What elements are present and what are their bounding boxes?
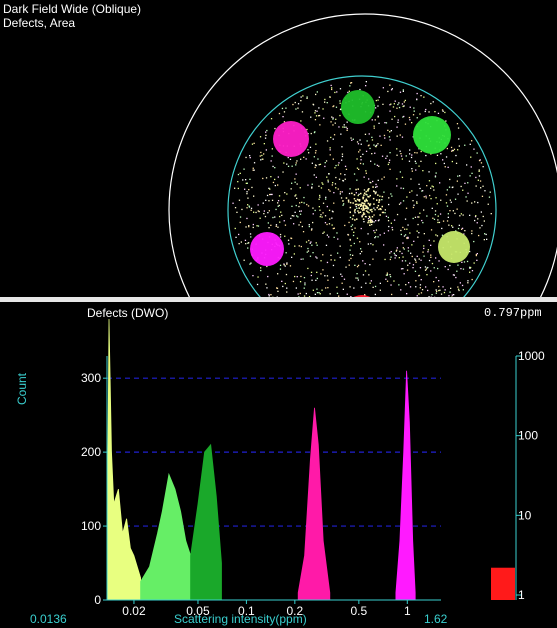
spot-red[interactable] xyxy=(344,295,380,297)
histogram-series-4 xyxy=(297,407,331,601)
y-tick-label: 300 xyxy=(81,371,101,385)
histogram-gridlines xyxy=(107,377,441,527)
wafer-title-line2: Defects, Area xyxy=(3,16,76,30)
value-readout: 0.797ppm xyxy=(484,306,542,320)
defect-spots xyxy=(250,90,470,297)
x-tick-label: 1 xyxy=(404,604,411,618)
spot-magenta-left[interactable] xyxy=(250,232,284,266)
y-tick-label: 100 xyxy=(81,519,101,533)
x-tick-label: 0.02 xyxy=(122,604,146,618)
x-tick-label: 0.2 xyxy=(286,604,303,618)
right-scale-tick-label: 100 xyxy=(518,429,538,443)
right-scale-tick-label: 1 xyxy=(518,588,525,602)
right-scale-tick-label: 1000 xyxy=(518,349,545,363)
right-scale-tick-label: 10 xyxy=(518,508,532,522)
y-tick-label: 0 xyxy=(94,593,101,607)
spot-green-top[interactable] xyxy=(341,90,375,124)
spot-yellow-green[interactable] xyxy=(438,231,470,263)
y-tick-label: 200 xyxy=(81,445,101,459)
wafer-title-line1: Dark Field Wide (Oblique) xyxy=(3,2,142,16)
x-tick-label: 0.5 xyxy=(351,604,368,618)
histogram-series-1 xyxy=(106,318,141,601)
x-tick-label: 0.1 xyxy=(238,604,255,618)
right-log-scale: 1000 100 10 1 xyxy=(491,349,545,602)
histogram-title: Defects (DWO) xyxy=(87,306,169,320)
histogram-axes xyxy=(106,356,441,601)
histogram-series-3 xyxy=(190,443,222,601)
histogram-panel: Defects (DWO) 0.797ppm Count 300 200 100 0 0… xyxy=(0,302,557,628)
spot-green-right[interactable] xyxy=(413,116,451,154)
histogram-ticks: 300 200 100 0 0.02 0.05 0.1 0.2 0.5 1 xyxy=(81,371,411,618)
x-max-label: 1.62 xyxy=(424,612,448,626)
wafer-outer-ring xyxy=(168,13,557,297)
histogram-series-2 xyxy=(140,472,191,601)
wafer-map[interactable] xyxy=(0,0,557,297)
count-level-bar xyxy=(491,567,515,600)
wafer-map-panel[interactable]: Dark Field Wide (Oblique) Defects, Area xyxy=(0,0,557,297)
x-min-label: 0.0136 xyxy=(30,612,67,626)
wafer-inspection-boundary xyxy=(227,75,497,297)
spot-magenta-top[interactable] xyxy=(273,121,309,157)
x-tick-label: 0.05 xyxy=(186,604,210,618)
histogram-series-5 xyxy=(395,370,416,601)
histogram-series xyxy=(106,318,416,601)
panel-divider[interactable] xyxy=(0,297,557,302)
x-axis-label: Scattering intensity(ppm) xyxy=(174,612,307,626)
